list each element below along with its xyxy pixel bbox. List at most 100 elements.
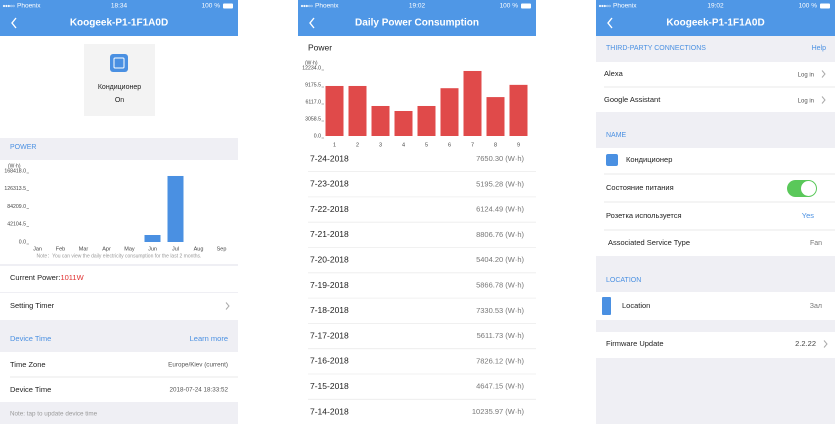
x-tick-label: 1 [333, 142, 336, 148]
bar [394, 110, 413, 136]
carrier: Phoenix [613, 3, 637, 10]
x-tick-label: 4 [402, 142, 405, 148]
battery-text: 100 % [799, 3, 818, 10]
bar [486, 97, 505, 136]
x-tick-label: Apr [102, 246, 111, 252]
battery-icon [223, 3, 233, 9]
list-value: 10235.97 (W·h) [472, 407, 525, 416]
screen-title: Koogeek-P1-1F1A0D [70, 18, 168, 29]
time: 19:02 [409, 3, 426, 10]
signal-dot [305, 4, 308, 8]
login-button[interactable]: Log in [798, 99, 814, 105]
chevron [821, 96, 826, 104]
row-label: Location [622, 301, 650, 310]
y-tick-label: 0.0 [314, 133, 321, 139]
axis-unit: (W·h) [8, 163, 21, 169]
current-power-value: 1011W [60, 273, 84, 282]
list-value: 8806.76 (W·h) [476, 230, 524, 239]
section-title: THIRD-PARTY CONNECTIONS [606, 45, 706, 52]
carrier: Phoenix [315, 3, 339, 10]
y-tick-label: 9175.5 [305, 82, 321, 88]
row-value: Yes [802, 211, 814, 220]
x-tick-label: 3 [379, 142, 382, 148]
row-label: Состояние питания [606, 183, 674, 192]
row-label: Google Assistant [604, 95, 661, 104]
row-label: Alexa [604, 69, 624, 78]
login-button[interactable]: Log in [798, 73, 814, 79]
time: 19:02 [707, 3, 724, 10]
chevron [225, 302, 230, 310]
x-tick-label: Jun [148, 246, 157, 252]
signal-dot [303, 4, 306, 8]
y-tick-label: 3058.5 [305, 116, 321, 122]
nav-bar [0, 0, 238, 36]
battery-text: 100 % [202, 3, 221, 10]
chart-title: Power [308, 42, 332, 52]
row[interactable] [0, 293, 238, 320]
x-tick-label: May [124, 246, 135, 252]
y-tick-label: 6117.0 [306, 99, 322, 105]
time: 18:34 [111, 3, 128, 10]
nav-bar [596, 0, 835, 36]
list-value: 5195.28 (W·h) [476, 179, 524, 188]
axis-unit: (W·h) [305, 60, 318, 66]
learn-more-link: Learn more [190, 334, 228, 343]
row-value: 2.2.22 [795, 339, 816, 348]
plug-face [113, 57, 125, 69]
signal-dot [603, 4, 606, 8]
row-label: Firmware Update [606, 339, 664, 348]
section-title: LOCATION [606, 277, 641, 284]
list-date: 7-18-2018 [310, 305, 349, 315]
x-tick-label: Jan [33, 246, 42, 252]
chart-note: Note：You can view the daily electricity … [37, 253, 202, 259]
x-tick-label: Mar [79, 246, 89, 252]
y-tick-label: 12234.0 [302, 65, 321, 71]
toggle-knob [801, 181, 816, 196]
row-value: Europe/Kiev (current) [168, 362, 228, 369]
x-tick-label: 6 [448, 142, 451, 148]
rows-block[interactable] [596, 332, 835, 358]
back-button[interactable] [607, 17, 613, 29]
list-date: 7-17-2018 [310, 330, 349, 340]
section-title: POWER [10, 144, 36, 151]
list-date: 7-21-2018 [310, 229, 349, 239]
row-label: Розетка используется [606, 211, 682, 220]
y-tick-label: 0.0 [19, 239, 26, 245]
screen-title: Koogeek-P1-1F1A0D [666, 18, 764, 29]
list-date: 7-15-2018 [310, 381, 349, 391]
carrier: Phoenix [17, 3, 41, 10]
current-power-label: Current Power: [10, 273, 60, 282]
row [0, 266, 238, 292]
list-value: 6124.49 (W·h) [476, 205, 524, 214]
list-value: 5866.78 (W·h) [476, 280, 524, 289]
signal-dot [300, 4, 304, 8]
bar [440, 88, 459, 136]
bar [325, 85, 344, 136]
x-tick-label: 7 [471, 142, 474, 148]
signal-dot [608, 4, 611, 8]
list-value: 7650.30 (W·h) [476, 154, 524, 163]
y-tick-label: 84209.0 [7, 204, 26, 210]
bar [509, 84, 528, 136]
x-tick-label: 5 [425, 142, 428, 148]
list-value: 5404.20 (W·h) [476, 255, 524, 264]
signal-dot [601, 4, 604, 8]
back-button[interactable] [11, 17, 17, 29]
row-label: Device Time [10, 385, 51, 394]
x-tick-label: 8 [494, 142, 497, 148]
bar [167, 175, 184, 242]
signal-dot [598, 4, 602, 8]
section-title: NAME [606, 132, 627, 139]
signal-dot [606, 4, 609, 8]
row-value: Зал [810, 303, 822, 310]
signal-dot [308, 4, 311, 8]
x-tick-label: Aug [194, 246, 204, 252]
back-button[interactable] [309, 17, 315, 29]
signal-dot [7, 4, 10, 8]
device-name: Кондиционер [98, 84, 141, 91]
list-date: 7-14-2018 [310, 406, 349, 416]
x-tick-label: Sep [217, 246, 227, 252]
bar [371, 105, 390, 136]
device-name: Кондиционер [626, 155, 672, 164]
list-value: 7826.12 (W·h) [476, 356, 524, 365]
